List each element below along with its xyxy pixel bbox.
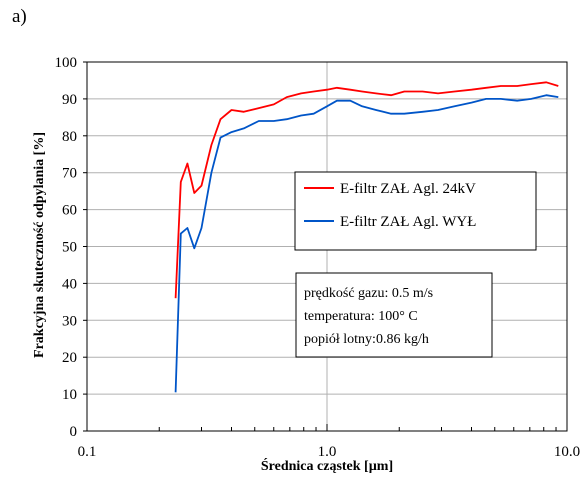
axis-ticks: 0 10 20 30 40 50 60 70 80 90 100 0.1 1.0 10.0 xyxy=(55,55,581,460)
legend-label-1: E-filtr ZAŁ Agl. 24kV xyxy=(340,181,476,197)
conditions-frame xyxy=(295,272,493,358)
legend-box xyxy=(294,171,537,251)
y-tick-label: 10 xyxy=(62,387,77,403)
x-axis-label: Średnica cząstek [µm] xyxy=(261,457,393,474)
conditions-line-3: popiół lotny:0.86 kg/h xyxy=(304,332,429,347)
y-tick-label: 40 xyxy=(62,276,77,292)
series-line-2 xyxy=(174,94,559,393)
y-tick-label: 30 xyxy=(62,313,77,329)
conditions-line-2: temperatura: 100° C xyxy=(304,309,418,324)
conditions-box: prędkość gazu: 0.5 m/s temperatura: 100°… xyxy=(295,272,493,358)
y-tick-label: 0 xyxy=(70,424,78,440)
y-tick-label: 100 xyxy=(55,55,78,71)
legend-label-2: E-filtr ZAŁ Agl. WYŁ xyxy=(340,214,476,230)
y-tick-label: 90 xyxy=(62,92,77,108)
series-line-1 xyxy=(174,81,559,299)
x-tick-label: 1.0 xyxy=(318,444,337,460)
y-axis-label: Frakcyjna skuteczność odpylania [%] xyxy=(32,132,47,358)
x-tick-label: 0.1 xyxy=(78,444,97,460)
y-tick-label: 80 xyxy=(62,129,77,145)
y-tick-label: 20 xyxy=(62,350,77,366)
y-tick-label: 60 xyxy=(62,203,77,219)
y-tick-label: 50 xyxy=(62,240,77,256)
x-tick-label: 10.0 xyxy=(554,444,580,460)
y-tick-label: 70 xyxy=(62,166,77,182)
series-lines xyxy=(174,81,559,393)
legend: E-filtr ZAŁ Agl. 24kV E-filtr ZAŁ Agl. W… xyxy=(294,171,537,251)
conditions-line-1: prędkość gazu: 0.5 m/s xyxy=(304,286,433,301)
panel-label: a) xyxy=(12,6,27,27)
